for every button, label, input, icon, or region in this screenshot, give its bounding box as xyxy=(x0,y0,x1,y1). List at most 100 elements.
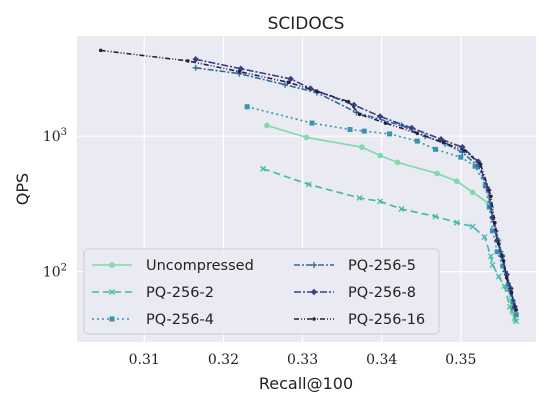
marker-x xyxy=(432,213,439,220)
marker-plus xyxy=(353,109,360,116)
marker-circle xyxy=(454,178,460,185)
marker-diamond xyxy=(350,101,358,109)
marker-plus xyxy=(192,64,199,71)
marker-circle xyxy=(109,262,115,268)
chart-title: SCIDOCS xyxy=(268,14,345,34)
marker-x xyxy=(513,318,520,325)
marker-dot xyxy=(501,259,506,263)
marker-square xyxy=(458,154,464,160)
x-tick-label: 0.35 xyxy=(445,352,476,368)
legend-item: PQ-256-5 xyxy=(294,258,416,274)
marker-square xyxy=(109,316,115,322)
legend-item: Uncompressed xyxy=(92,258,254,274)
y-tick-labels: 102 103 xyxy=(43,127,67,280)
x-axis-label: Recall@100 xyxy=(259,374,353,393)
marker-x xyxy=(377,198,384,205)
marker-diamond xyxy=(237,65,245,72)
marker-dot xyxy=(237,69,242,74)
marker-dot xyxy=(441,140,446,145)
x-tick-label: 0.31 xyxy=(129,352,160,368)
marker-dot xyxy=(509,290,514,295)
marker-dot xyxy=(478,162,483,167)
marker-square xyxy=(500,263,506,269)
marker-dot xyxy=(286,80,291,85)
x-tick-label: 0.33 xyxy=(287,352,318,368)
marker-dot xyxy=(314,89,319,93)
marker-circle xyxy=(264,122,270,129)
legend-item: PQ-256-16 xyxy=(294,312,425,328)
y-axis-label: QPS xyxy=(13,173,32,205)
marker-x xyxy=(481,234,488,240)
marker-dot xyxy=(415,131,420,136)
marker-circle xyxy=(359,144,365,150)
x-tick-label: 0.34 xyxy=(366,352,397,368)
marker-x xyxy=(356,194,363,201)
legend-label: PQ-256-16 xyxy=(348,312,425,328)
marker-dot xyxy=(489,194,493,199)
marker-x xyxy=(495,273,502,280)
marker-dot xyxy=(346,99,351,104)
legend-label: PQ-256-4 xyxy=(146,312,214,328)
marker-square xyxy=(494,249,500,255)
marker-diamond xyxy=(287,75,294,83)
marker-x xyxy=(260,165,266,172)
marker-square xyxy=(347,127,353,133)
marker-diamond xyxy=(192,56,199,63)
marker-x xyxy=(398,206,405,212)
marker-dot xyxy=(312,317,316,321)
marker-circle xyxy=(303,134,310,141)
marker-square xyxy=(387,131,393,137)
marker-square xyxy=(244,104,250,110)
marker-x xyxy=(489,261,496,268)
series-layer xyxy=(98,48,520,325)
legend-label: PQ-256-5 xyxy=(348,258,416,274)
marker-square xyxy=(489,228,495,234)
series-pq-256-2 xyxy=(260,165,520,325)
marker-dot xyxy=(357,112,362,117)
marker-x xyxy=(305,181,312,188)
marker-diamond xyxy=(437,136,445,143)
legend: Uncompressed PQ-256-2 PQ-256-4 PQ-256-5 PQ-2… xyxy=(83,248,440,335)
marker-square xyxy=(513,312,519,318)
legend-label: PQ-256-8 xyxy=(348,285,416,301)
marker-circle xyxy=(394,159,401,166)
marker-diamond xyxy=(376,113,384,120)
marker-plus xyxy=(311,262,317,268)
marker-diamond xyxy=(408,124,415,132)
marker-x xyxy=(506,303,513,310)
marker-dot xyxy=(185,59,190,63)
marker-dot xyxy=(462,149,467,153)
marker-dot xyxy=(383,121,388,125)
x-tick-label: 0.32 xyxy=(208,352,239,368)
marker-x xyxy=(469,223,476,230)
marker-dot xyxy=(497,242,501,246)
marker-square xyxy=(414,138,420,144)
marker-x xyxy=(453,219,460,226)
marker-diamond xyxy=(310,288,318,296)
legend-item: PQ-256-4 xyxy=(92,312,214,328)
marker-x xyxy=(487,253,494,260)
marker-square xyxy=(472,163,478,169)
legend-box xyxy=(83,248,440,335)
marker-plus xyxy=(282,81,289,88)
marker-square xyxy=(432,146,438,152)
legend-item: PQ-256-2 xyxy=(92,285,214,301)
marker-x xyxy=(109,289,115,295)
marker-dot xyxy=(514,308,519,312)
marker-dot xyxy=(98,48,103,53)
marker-square xyxy=(361,128,367,134)
marker-square xyxy=(482,183,488,189)
series-pq-256-16 xyxy=(98,48,519,312)
legend-label: PQ-256-2 xyxy=(146,285,214,301)
marker-circle xyxy=(434,170,440,177)
marker-circle xyxy=(469,189,476,196)
marker-circle xyxy=(377,152,383,159)
marker-dot xyxy=(493,220,497,225)
x-tick-labels: 0.31 0.32 0.33 0.34 0.35 xyxy=(129,352,477,368)
series-line xyxy=(246,105,517,315)
y-tick-label: 103 xyxy=(43,127,67,145)
legend-item: PQ-256-8 xyxy=(294,285,416,301)
marker-square xyxy=(309,120,315,126)
y-tick-label: 102 xyxy=(43,263,67,281)
